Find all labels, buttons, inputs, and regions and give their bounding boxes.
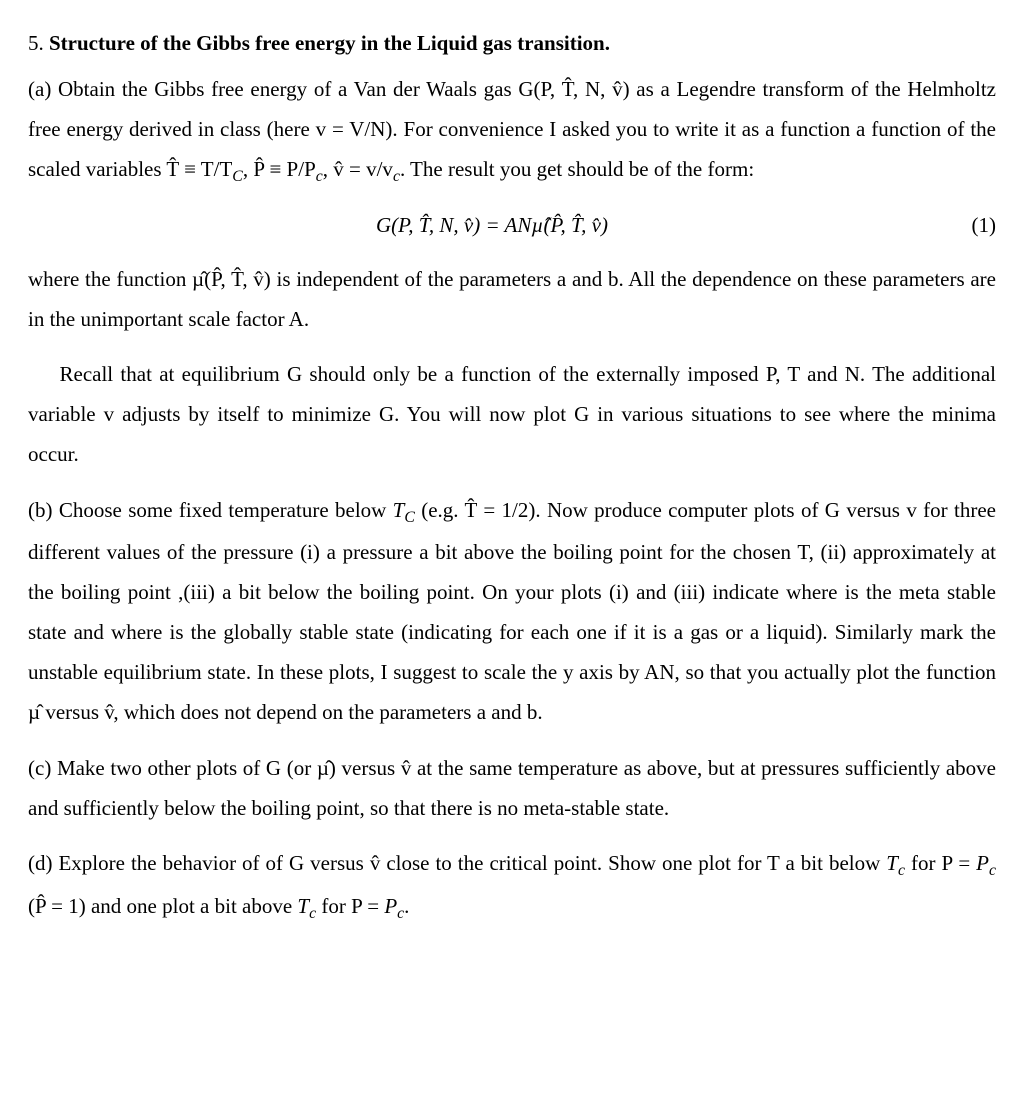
equation-1: G(P, T̂, N, v̂) = ANµ̂(P̂, T̂, v̂) (1) xyxy=(28,206,996,246)
sep2: , xyxy=(323,157,334,181)
part-a-after-defs: . The result you get should be of the fo… xyxy=(400,157,754,181)
vc-subscript: c xyxy=(393,168,400,185)
problem-title-text: Structure of the Gibbs free energy in th… xyxy=(49,31,610,55)
part-c-text: (c) Make two other plots of G (or µ̂) ve… xyxy=(28,749,996,829)
part-a-text: (a) Obtain the Gibbs free energy of a Va… xyxy=(28,70,996,192)
problem-title: 5. Structure of the Gibbs free energy in… xyxy=(28,24,996,64)
equation-1-body: G(P, T̂, N, v̂) = ANµ̂(P̂, T̂, v̂) xyxy=(28,206,956,246)
pc-subscript: c xyxy=(316,168,323,185)
vhat-def: v̂ = v/v xyxy=(333,157,393,181)
sep1: , xyxy=(243,157,254,181)
equation-1-number: (1) xyxy=(956,206,996,246)
part-b-text: (b) Choose some fixed temperature below … xyxy=(28,491,996,733)
recall-paragraph: Recall that at equilibrium G should only… xyxy=(28,355,996,475)
part-d-text: (d) Explore the behavior of of G versus … xyxy=(28,844,996,928)
problem-number: 5. xyxy=(28,31,44,55)
phat-def: P̂ ≡ P/P xyxy=(253,157,315,181)
tc-subscript: C xyxy=(232,168,243,185)
part-a-after-eq: where the function µ̂(P̂, T̂, v̂) is ind… xyxy=(28,260,996,340)
